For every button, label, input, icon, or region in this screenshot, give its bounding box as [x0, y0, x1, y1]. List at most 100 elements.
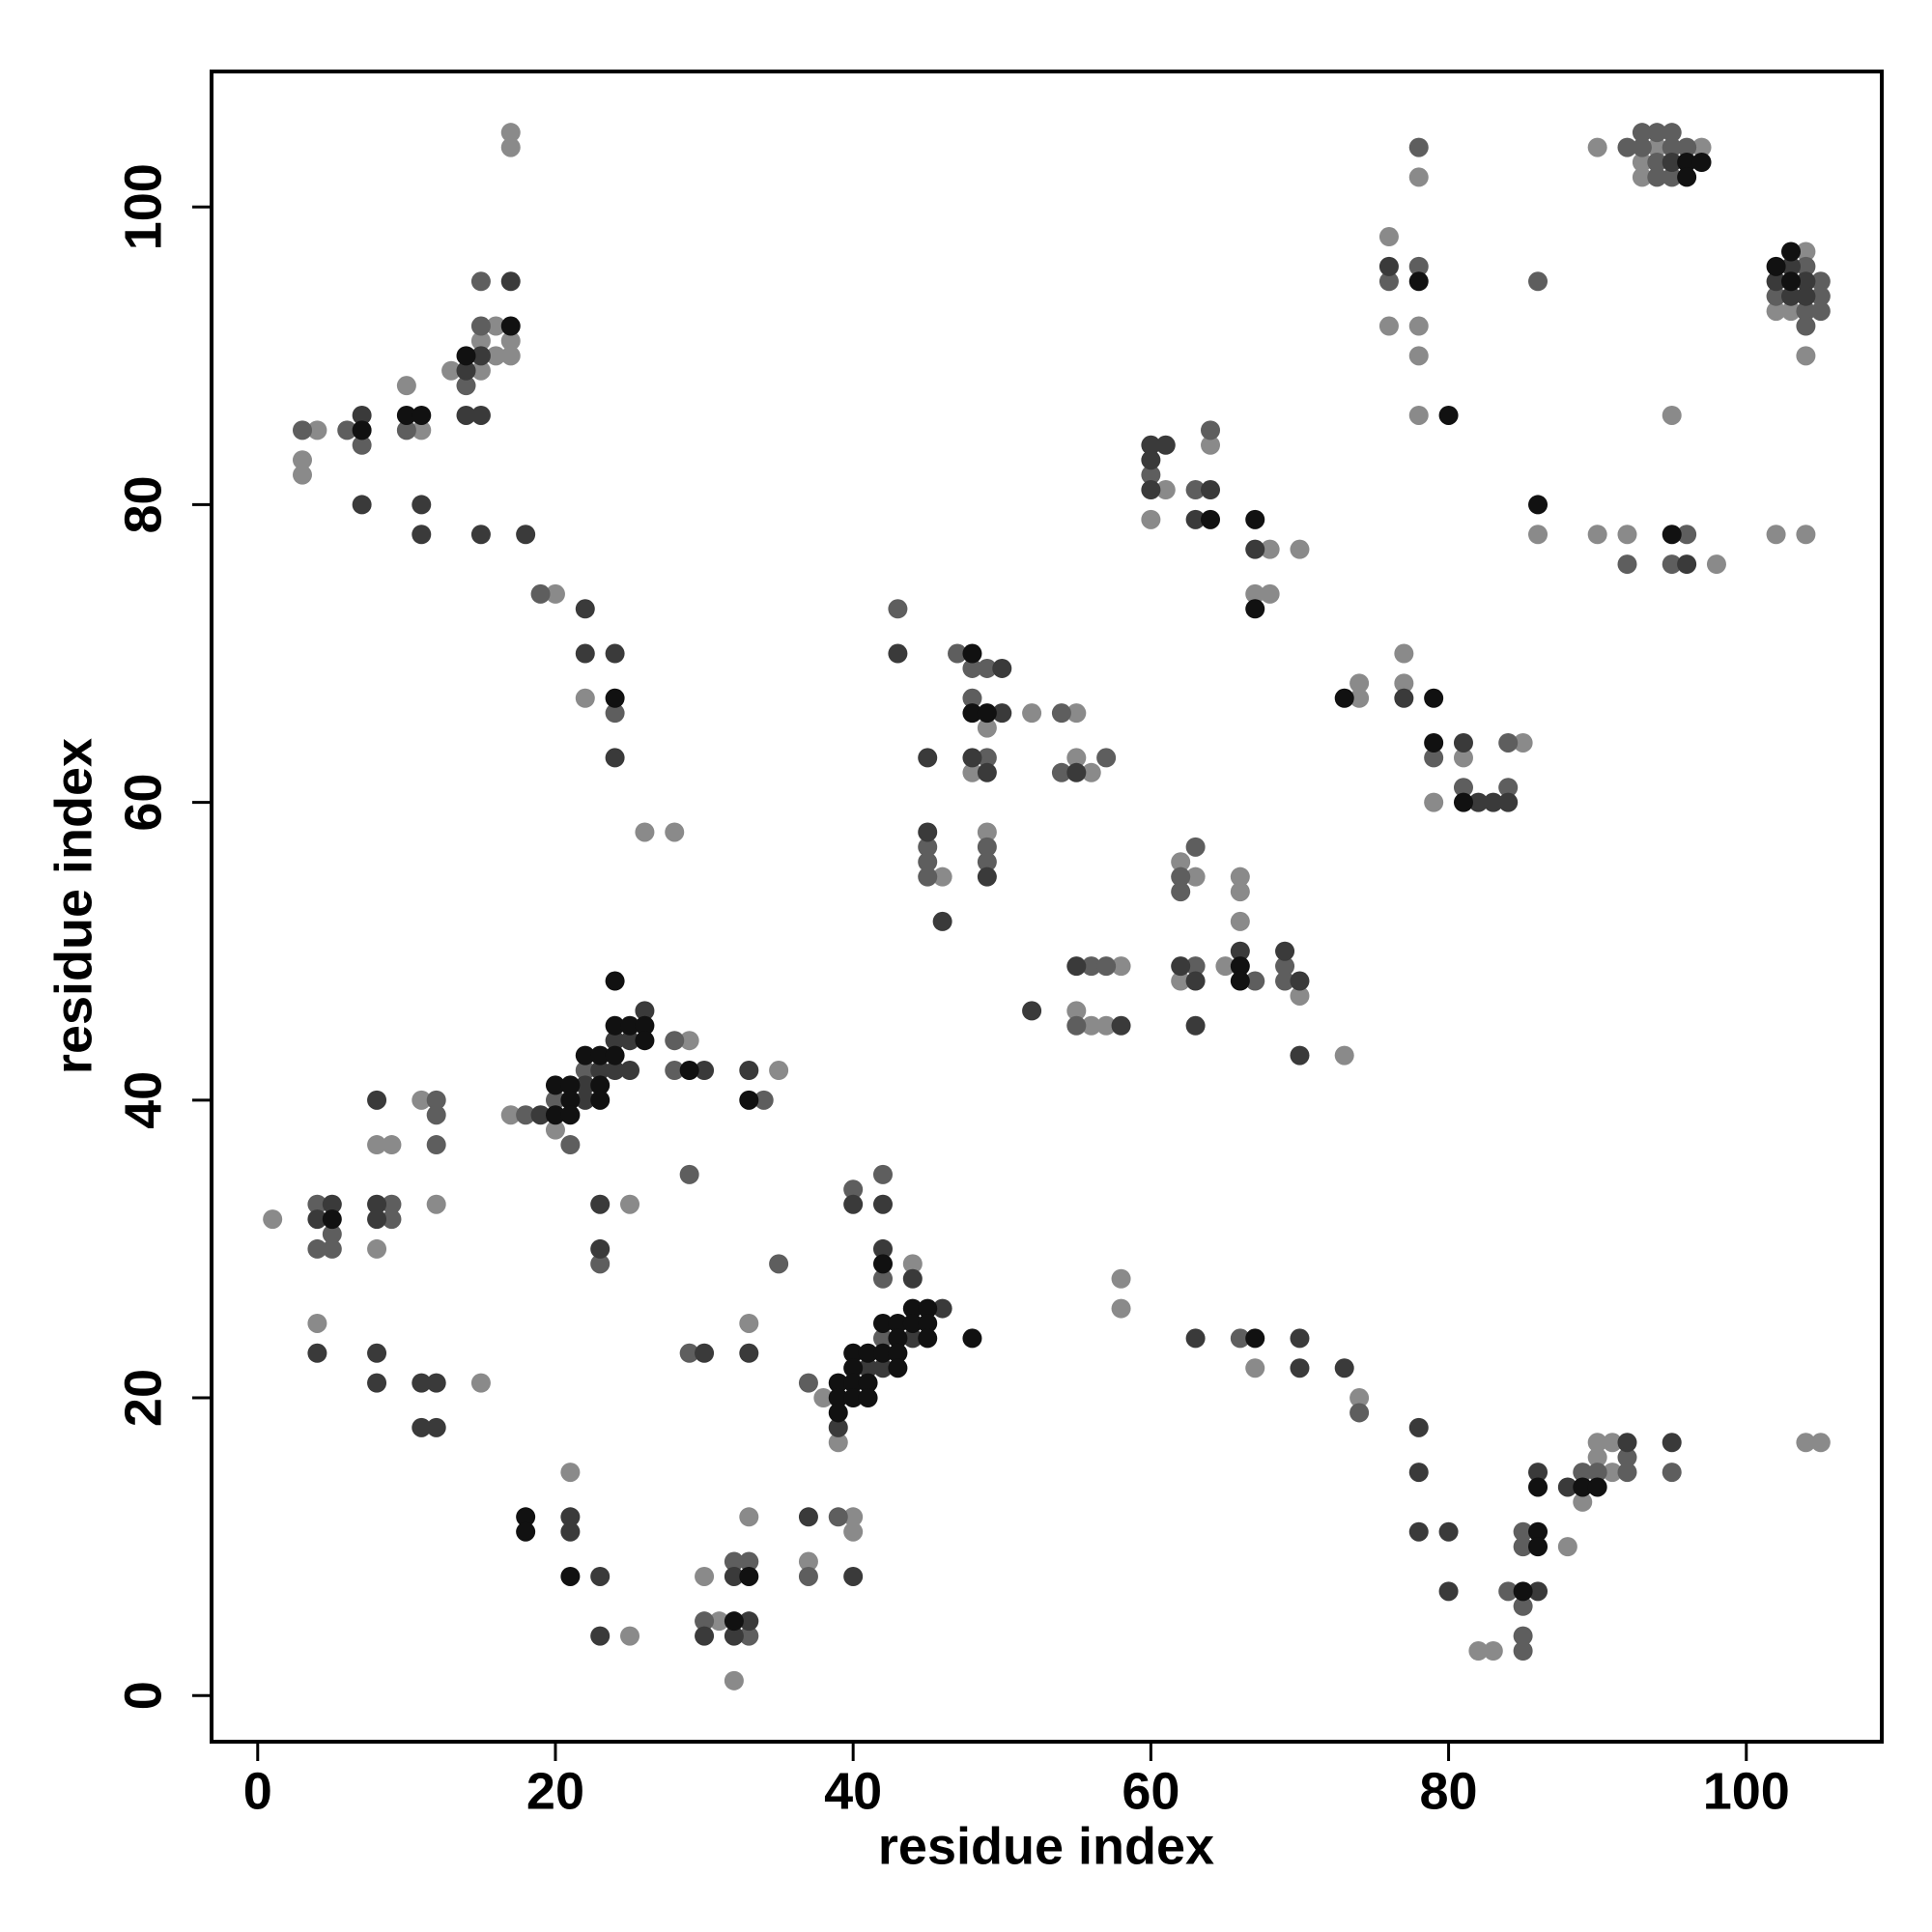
point	[1632, 123, 1652, 143]
point	[872, 1194, 893, 1214]
point	[739, 1566, 759, 1586]
point	[1230, 956, 1250, 977]
point	[1498, 792, 1519, 812]
y-tick-label: 60	[114, 774, 172, 832]
point	[382, 1209, 402, 1230]
point	[1587, 1447, 1607, 1467]
point	[1513, 1581, 1533, 1602]
point	[1141, 435, 1161, 455]
point	[1350, 1403, 1370, 1423]
point	[1215, 956, 1236, 977]
point	[1230, 941, 1250, 961]
point	[1513, 732, 1533, 753]
point	[1245, 509, 1265, 529]
point	[1185, 837, 1206, 857]
point	[1350, 673, 1370, 694]
point	[500, 123, 521, 143]
point	[1201, 509, 1221, 529]
point	[575, 1075, 595, 1095]
point	[605, 748, 625, 768]
point	[902, 1268, 923, 1289]
point	[977, 837, 997, 857]
point	[843, 1194, 864, 1214]
point	[1780, 242, 1801, 262]
point	[500, 346, 521, 366]
point	[1617, 1463, 1637, 1483]
point	[1513, 1596, 1533, 1616]
point	[500, 271, 521, 292]
point	[1230, 882, 1250, 902]
point	[1691, 153, 1712, 173]
point	[1677, 167, 1697, 187]
x-tick-label: 60	[1122, 1762, 1179, 1820]
x-tick-label: 40	[824, 1762, 882, 1820]
point	[695, 1343, 715, 1363]
point	[962, 688, 982, 708]
point	[1111, 1268, 1131, 1289]
point	[1334, 1045, 1354, 1065]
point	[1468, 792, 1489, 812]
point	[828, 1373, 848, 1393]
point	[545, 1075, 565, 1095]
point	[1438, 405, 1459, 425]
point	[1706, 554, 1726, 575]
point	[545, 583, 565, 604]
point	[560, 1135, 581, 1155]
point	[620, 1031, 640, 1051]
y-tick-label: 80	[114, 475, 172, 533]
point	[605, 1015, 625, 1036]
point	[1528, 525, 1548, 545]
point	[1022, 1001, 1042, 1021]
point	[1201, 480, 1221, 500]
plot-frame	[210, 70, 1884, 1744]
point	[1290, 539, 1310, 559]
point	[516, 1507, 536, 1527]
point	[1378, 227, 1399, 247]
point	[739, 1551, 759, 1572]
point	[872, 1358, 893, 1378]
point	[426, 1417, 446, 1437]
point	[1408, 405, 1429, 425]
point	[620, 1061, 640, 1081]
point	[396, 420, 416, 440]
point	[1290, 985, 1310, 1006]
point	[590, 1061, 611, 1081]
point	[843, 1521, 864, 1542]
point	[1632, 137, 1652, 157]
point	[500, 1105, 521, 1125]
point	[1022, 703, 1042, 724]
point	[695, 1611, 715, 1632]
point	[843, 1373, 864, 1393]
point	[1573, 1492, 1593, 1512]
point	[382, 1135, 402, 1155]
point	[1677, 153, 1697, 173]
point	[560, 1105, 581, 1125]
point	[1408, 256, 1429, 276]
point	[798, 1507, 818, 1527]
point	[1528, 1463, 1548, 1483]
point	[1587, 137, 1607, 157]
point	[1230, 1328, 1250, 1349]
point	[1796, 316, 1816, 336]
point	[888, 1343, 908, 1363]
point	[902, 1313, 923, 1333]
point	[1587, 1433, 1607, 1453]
point	[1066, 956, 1087, 977]
point	[843, 1343, 864, 1363]
y-tick-label: 100	[114, 163, 172, 250]
point	[1662, 137, 1682, 157]
point	[1245, 971, 1265, 991]
point	[1632, 153, 1652, 173]
point	[665, 1031, 685, 1051]
point	[872, 1343, 893, 1363]
point	[426, 1194, 446, 1214]
point	[724, 1551, 744, 1572]
point	[1810, 271, 1831, 292]
point	[813, 1388, 834, 1408]
point	[1185, 867, 1206, 887]
point	[1111, 956, 1131, 977]
point	[1617, 1433, 1637, 1453]
point	[382, 1194, 402, 1214]
point	[1185, 480, 1206, 500]
point	[739, 1507, 759, 1527]
